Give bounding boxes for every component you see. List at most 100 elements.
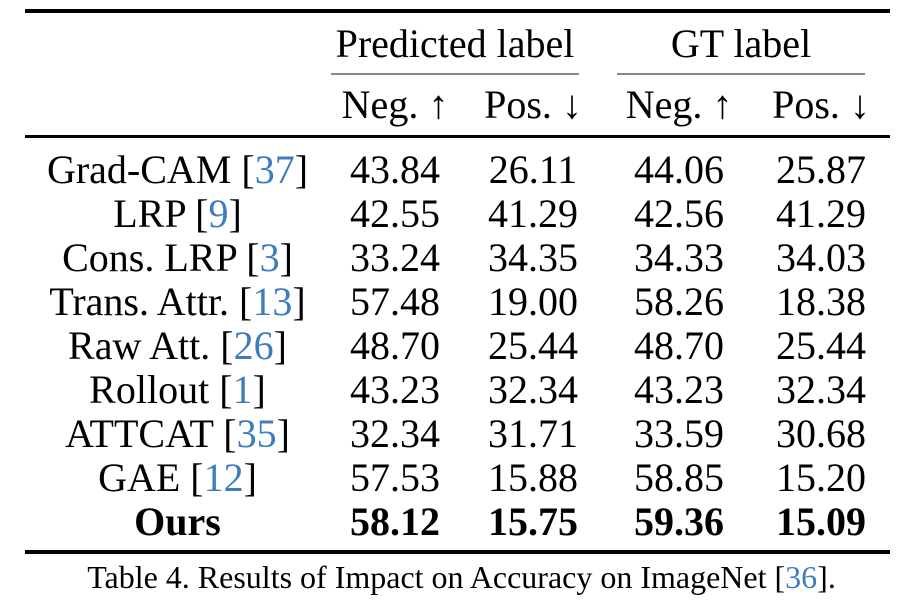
metric-cell: 15.20 — [776, 455, 867, 500]
metric-cell: 42.55 — [350, 191, 440, 236]
cite-bracket-close: ] — [279, 235, 293, 280]
results-table: Predicted label GT label Neg. ↑ Pos. ↓ N… — [25, 9, 891, 554]
table-row-lrp: LRP [9] 42.55 41.29 42.56 41.29 — [25, 192, 890, 236]
cite-bracket-open: [ — [229, 279, 253, 324]
method-cell: LRP [9] — [25, 192, 330, 236]
table-row-raw-att: Raw Att. [26] 48.70 25.44 48.70 25.44 — [25, 324, 890, 368]
citation-link[interactable]: 9 — [208, 191, 229, 236]
method-name: Grad-CAM — [46, 147, 232, 192]
metric-cell: 26.11 — [488, 147, 578, 192]
metric-cell: 19.00 — [488, 279, 578, 324]
metric-cell: 43.84 — [350, 147, 440, 192]
citation-link[interactable]: 37 — [254, 147, 295, 192]
table-row-cons-lrp: Cons. LRP [3] 33.24 34.35 34.33 34.03 — [25, 236, 890, 280]
cite-bracket-open: [ — [213, 411, 237, 456]
metric-cell: 57.48 — [350, 279, 440, 324]
method-cell: Ours — [25, 500, 330, 552]
metric-cell: 18.38 — [776, 279, 867, 324]
metric-cell: 32.34 — [488, 367, 578, 412]
metric-cell: 59.36 — [634, 499, 725, 544]
cite-bracket-open: [ — [236, 235, 260, 280]
metric-cell: 41.29 — [488, 191, 578, 236]
sub-header-row: Neg. ↑ Pos. ↓ Neg. ↑ Pos. ↓ — [25, 75, 891, 138]
predicted-label-group-header: Predicted label — [330, 11, 606, 75]
method-name: Trans. Attr. — [49, 279, 230, 324]
metric-cell: 48.70 — [350, 323, 440, 368]
gt-label-group-header: GT label — [606, 11, 890, 75]
table-row-ours: Ours 58.12 15.75 59.36 15.09 — [25, 500, 890, 552]
cite-bracket-close: ] — [273, 323, 287, 368]
table-row-rollout: Rollout [1] 43.23 32.34 43.23 32.34 — [25, 368, 890, 412]
metric-cell: 30.68 — [776, 411, 867, 456]
metric-cell: 32.34 — [350, 411, 440, 456]
metric-cell: 15.75 — [488, 499, 578, 544]
cite-bracket-close: ] — [252, 367, 266, 412]
method-name: Cons. LRP — [62, 235, 237, 280]
cite-bracket-open: [ — [231, 147, 255, 192]
metric-cell: 41.29 — [776, 191, 867, 236]
metric-cell: 58.26 — [634, 279, 725, 324]
metric-cell: 43.23 — [634, 367, 725, 412]
cite-bracket-open: [ — [180, 455, 204, 500]
empty-method-header-cell — [25, 75, 330, 138]
method-cell: Raw Att. [26] — [25, 324, 330, 368]
method-cell: GAE [12] — [25, 456, 330, 500]
citation-link[interactable]: 1 — [232, 367, 253, 412]
metric-cell: 33.24 — [350, 235, 440, 280]
metric-cell: 58.12 — [350, 499, 440, 544]
cite-bracket-close: ] — [276, 411, 290, 456]
cite-bracket-open: [ — [209, 367, 233, 412]
citation-link[interactable]: 13 — [252, 279, 293, 324]
metric-cell: 25.44 — [776, 323, 867, 368]
method-cell: Grad-CAM [37] — [25, 137, 330, 193]
metric-cell: 57.53 — [350, 455, 440, 500]
method-cell: Cons. LRP [3] — [25, 236, 330, 280]
metric-cell: 34.33 — [634, 235, 725, 280]
method-name: Raw Att. — [68, 323, 211, 368]
metric-cell: 31.71 — [488, 411, 578, 456]
method-name: Rollout — [89, 367, 210, 412]
table-row-grad-cam: Grad-CAM [37] 43.84 26.11 44.06 25.87 — [25, 137, 890, 193]
metric-cell: 15.09 — [776, 499, 867, 544]
empty-corner-cell — [25, 11, 330, 75]
method-name: ATTCAT — [65, 411, 214, 456]
metric-cell: 58.85 — [634, 455, 725, 500]
metric-cell: 34.35 — [488, 235, 578, 280]
metric-cell: 25.44 — [488, 323, 578, 368]
cite-bracket-open: [ — [185, 191, 209, 236]
gt-label-group-title: GT label — [670, 21, 812, 66]
metric-cell: 34.03 — [776, 235, 867, 280]
cite-bracket-close: ] — [294, 147, 309, 192]
cite-bracket-close: ] — [292, 279, 306, 324]
predicted-label-group-title: Predicted label — [335, 21, 575, 66]
gt-neg-column-header: Neg. ↑ — [606, 75, 753, 138]
caption-text-end: ]. — [817, 559, 836, 595]
citation-link[interactable]: 35 — [236, 411, 277, 456]
citation-link[interactable]: 26 — [233, 323, 274, 368]
metric-cell: 25.87 — [776, 147, 867, 192]
caption-text: Table 4. Results of Impact on Accuracy o… — [87, 559, 786, 595]
gt-label-group-underline: GT label — [617, 21, 866, 75]
method-name: GAE — [98, 455, 181, 500]
metric-cell: 15.88 — [488, 455, 578, 500]
method-name: LRP — [113, 191, 186, 236]
metric-cell: 44.06 — [634, 147, 725, 192]
citation-link[interactable]: 12 — [203, 455, 244, 500]
gt-pos-column-header: Pos. ↓ — [752, 75, 891, 138]
group-header-row: Predicted label GT label — [25, 11, 890, 75]
cite-bracket-open: [ — [210, 323, 234, 368]
caption-citation-link[interactable]: 36 — [785, 559, 818, 595]
method-name: Ours — [134, 499, 221, 544]
table-row-attcat: ATTCAT [35] 32.34 31.71 33.59 30.68 — [25, 412, 890, 456]
metric-cell: 48.70 — [634, 323, 725, 368]
method-cell: Trans. Attr. [13] — [25, 280, 330, 324]
cite-bracket-close: ] — [228, 191, 242, 236]
citation-link[interactable]: 3 — [259, 235, 280, 280]
metric-cell: 43.23 — [350, 367, 440, 412]
pred-neg-column-header: Neg. ↑ — [330, 75, 460, 138]
metric-cell: 42.56 — [634, 191, 725, 236]
predicted-label-group-underline: Predicted label — [331, 21, 580, 75]
cite-bracket-close: ] — [243, 455, 257, 500]
table-row-trans-attr: Trans. Attr. [13] 57.48 19.00 58.26 18.3… — [25, 280, 890, 324]
